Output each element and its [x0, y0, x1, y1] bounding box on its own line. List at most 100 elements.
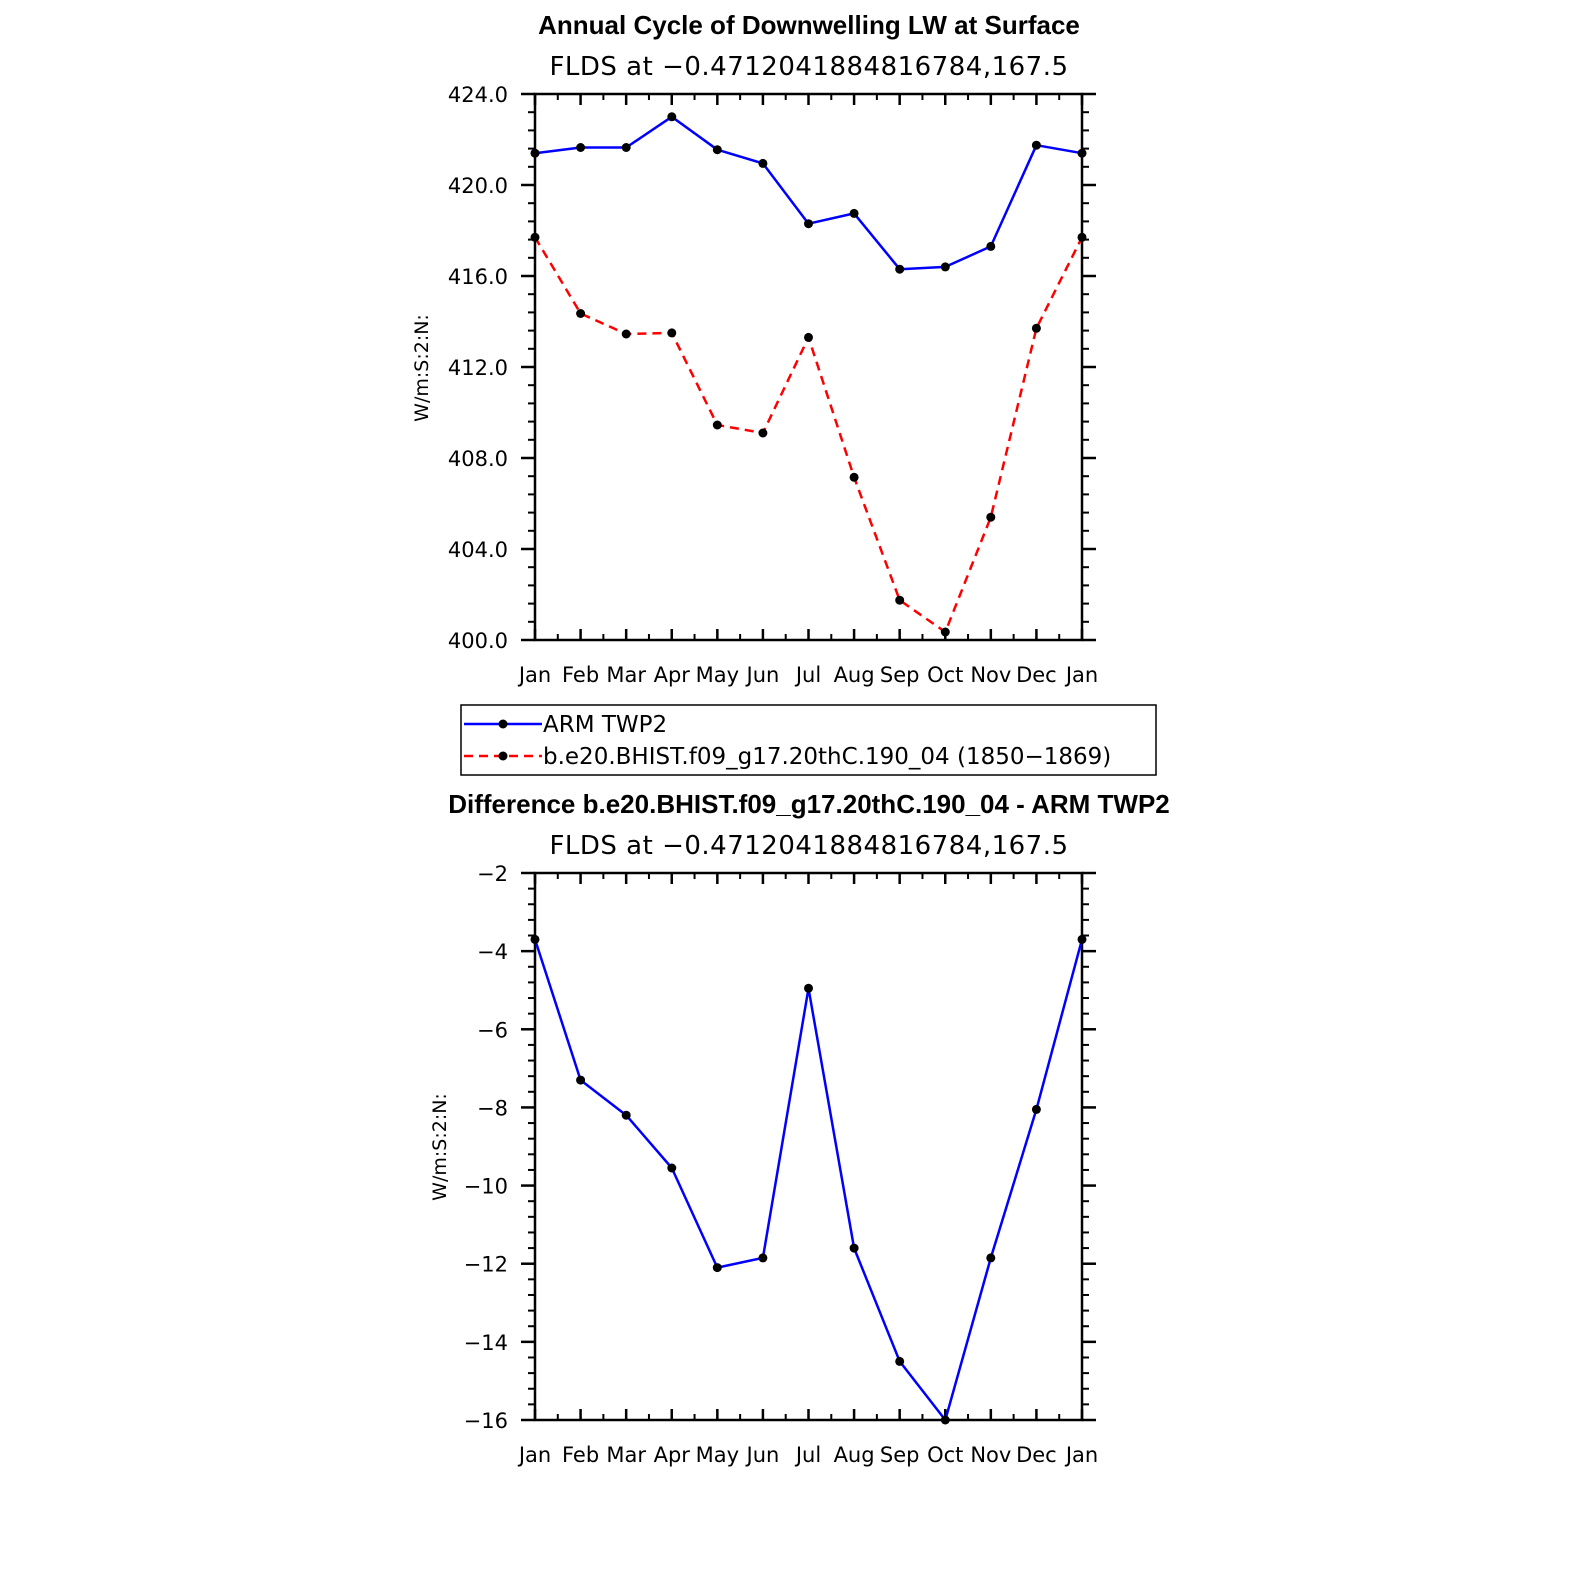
top-plot-frame: [533, 92, 1084, 642]
top-series-0-point: [986, 241, 996, 251]
top-x-tick-label: Jul: [794, 663, 821, 687]
top-series-1-point: [1077, 232, 1087, 242]
top-chart-title: Annual Cycle of Downwelling LW at Surfac…: [538, 10, 1080, 40]
legend-model-marker: [498, 751, 508, 761]
legend-arm-marker: [498, 719, 508, 729]
top-chart-ylabel: W/m:S:2:N:: [411, 314, 433, 422]
top-x-tick-label: Sep: [880, 663, 920, 687]
top-series-0-point: [895, 264, 905, 274]
bottom-x-tick-label: May: [696, 1443, 739, 1467]
top-y-tick-label: 404.0: [448, 538, 508, 562]
top-series-0-line: [534, 115, 1083, 271]
bottom-series-0-point: [940, 1415, 950, 1425]
bottom-series-0-point: [758, 1253, 768, 1263]
bottom-y-tick-label: −12: [464, 1253, 508, 1277]
bottom-series-0-point: [986, 1253, 996, 1263]
bottom-x-tick-label: Jul: [794, 1443, 821, 1467]
bottom-x-tick-label: Aug: [834, 1443, 875, 1467]
bottom-x-tick-label: Jan: [1064, 1443, 1098, 1467]
bottom-y-tick-label: −4: [477, 940, 508, 964]
bottom-y-tick-label: −8: [477, 1096, 508, 1120]
top-x-tick-label: Nov: [970, 663, 1011, 687]
legend-box: [460, 704, 1157, 776]
bottom-plot-area: Jan Feb Mar Apr May Jun Jul Aug Sep Oct Nov Dec Jan−…: [464, 862, 1099, 1467]
bottom-x-tick-label: Mar: [606, 1443, 646, 1467]
top-series-1-point: [986, 512, 996, 522]
top-series-1-point: [758, 428, 768, 438]
legend-model-label: b.e20.BHIST.f09_g17.20thC.190_04 (1850−1…: [543, 744, 1111, 770]
top-series-1-point: [804, 332, 813, 342]
top-y-tick-label: 416.0: [448, 265, 508, 289]
top-chart-subtitle: FLDS at −0.4712041884816784,167.5: [549, 52, 1068, 82]
bottom-series-0-point: [849, 1243, 859, 1253]
top-plot-area: Jan Feb Mar Apr May Jun Jul Aug Sep Oct Nov Dec Jan 4…: [448, 83, 1098, 687]
top-series-0-point: [1077, 148, 1087, 158]
top-series-1-point: [895, 595, 905, 605]
top-y-tick-label: 424.0: [448, 83, 508, 107]
top-series-0-point: [576, 143, 586, 152]
bottom-x-tick-label: Sep: [880, 1443, 920, 1467]
top-series-1-point: [940, 627, 950, 637]
top-y-tick-label: 408.0: [448, 447, 508, 471]
bottom-x-tick-label: Jan: [517, 1443, 551, 1467]
bottom-plot-frame: [533, 871, 1084, 1422]
top-x-tick-label: May: [696, 663, 739, 687]
bottom-x-tick-label: Dec: [1016, 1443, 1057, 1467]
top-x-tick-label: Jan: [517, 663, 551, 687]
bottom-series-0-point: [621, 1110, 631, 1120]
top-y-tick-label: 412.0: [448, 356, 508, 380]
top-series-1-point: [530, 232, 540, 242]
bottom-series-0-point: [576, 1075, 586, 1085]
bottom-series-0-point: [804, 983, 813, 993]
top-series-0-point: [712, 145, 722, 155]
bottom-series-0-point: [1031, 1104, 1041, 1114]
top-series-1-point: [667, 328, 677, 338]
bottom-chart-title: Difference b.e20.BHIST.f09_g17.20thC.190…: [448, 789, 1170, 819]
bottom-x-tick-label: Jun: [745, 1443, 780, 1467]
bottom-x-tick-label: Nov: [970, 1443, 1011, 1467]
bottom-y-tick-label: −14: [464, 1331, 508, 1355]
legend: ARM TWP2 b.e20.BHIST.f09_g17.20thC.190_0…: [460, 704, 1157, 776]
legend-arm-label: ARM TWP2: [543, 712, 667, 738]
top-series-1-line: [533, 236, 1084, 634]
top-series-1-point: [849, 472, 859, 482]
top-series-0-point: [758, 158, 768, 168]
bottom-series-0-point: [667, 1163, 677, 1173]
bottom-x-tick-label: Feb: [562, 1443, 599, 1467]
bottom-x-tick-label: Apr: [654, 1443, 691, 1467]
top-series-0-point: [940, 262, 950, 272]
top-x-tick-label: Apr: [654, 663, 691, 687]
bottom-y-tick-label: −2: [477, 862, 508, 886]
top-x-tick-label: Oct: [927, 663, 963, 687]
bottom-series-0-point: [530, 934, 540, 944]
bottom-series-0-line: [533, 939, 1084, 1422]
top-series-0-point: [1031, 140, 1041, 150]
top-series-0-point: [530, 148, 540, 158]
bottom-chart-ylabel: W/m:S:2:N:: [429, 1093, 451, 1201]
top-series-0-point: [621, 143, 631, 152]
top-series-0-point: [804, 219, 813, 229]
top-x-tick-label: Dec: [1016, 663, 1057, 687]
top-x-tick-label: Feb: [562, 663, 599, 687]
bottom-series-0-point: [895, 1356, 905, 1366]
bottom-x-tick-label: Oct: [927, 1443, 963, 1467]
top-x-tick-label: Jun: [745, 663, 780, 687]
bottom-y-tick-label: −16: [464, 1409, 508, 1433]
bottom-y-tick-label: −10: [464, 1175, 508, 1199]
top-x-tick-label: Aug: [834, 663, 875, 687]
top-series-1-point: [712, 420, 722, 430]
bottom-chart-subtitle: FLDS at −0.4712041884816784,167.5: [549, 831, 1068, 861]
top-series-0-point: [849, 208, 859, 218]
top-series-1-point: [576, 309, 586, 318]
top-y-tick-label: 420.0: [448, 174, 508, 198]
top-x-tick-label: Jan: [1064, 663, 1098, 687]
bottom-series-0-point: [712, 1263, 722, 1273]
top-y-tick-label: 400.0: [448, 629, 508, 653]
top-series-1-point: [1031, 323, 1041, 333]
top-series-0-point: [667, 112, 677, 122]
top-x-tick-label: Mar: [606, 663, 646, 687]
bottom-y-tick-label: −6: [477, 1018, 508, 1042]
bottom-series-0-point: [1077, 934, 1087, 944]
top-series-1-point: [621, 329, 631, 339]
